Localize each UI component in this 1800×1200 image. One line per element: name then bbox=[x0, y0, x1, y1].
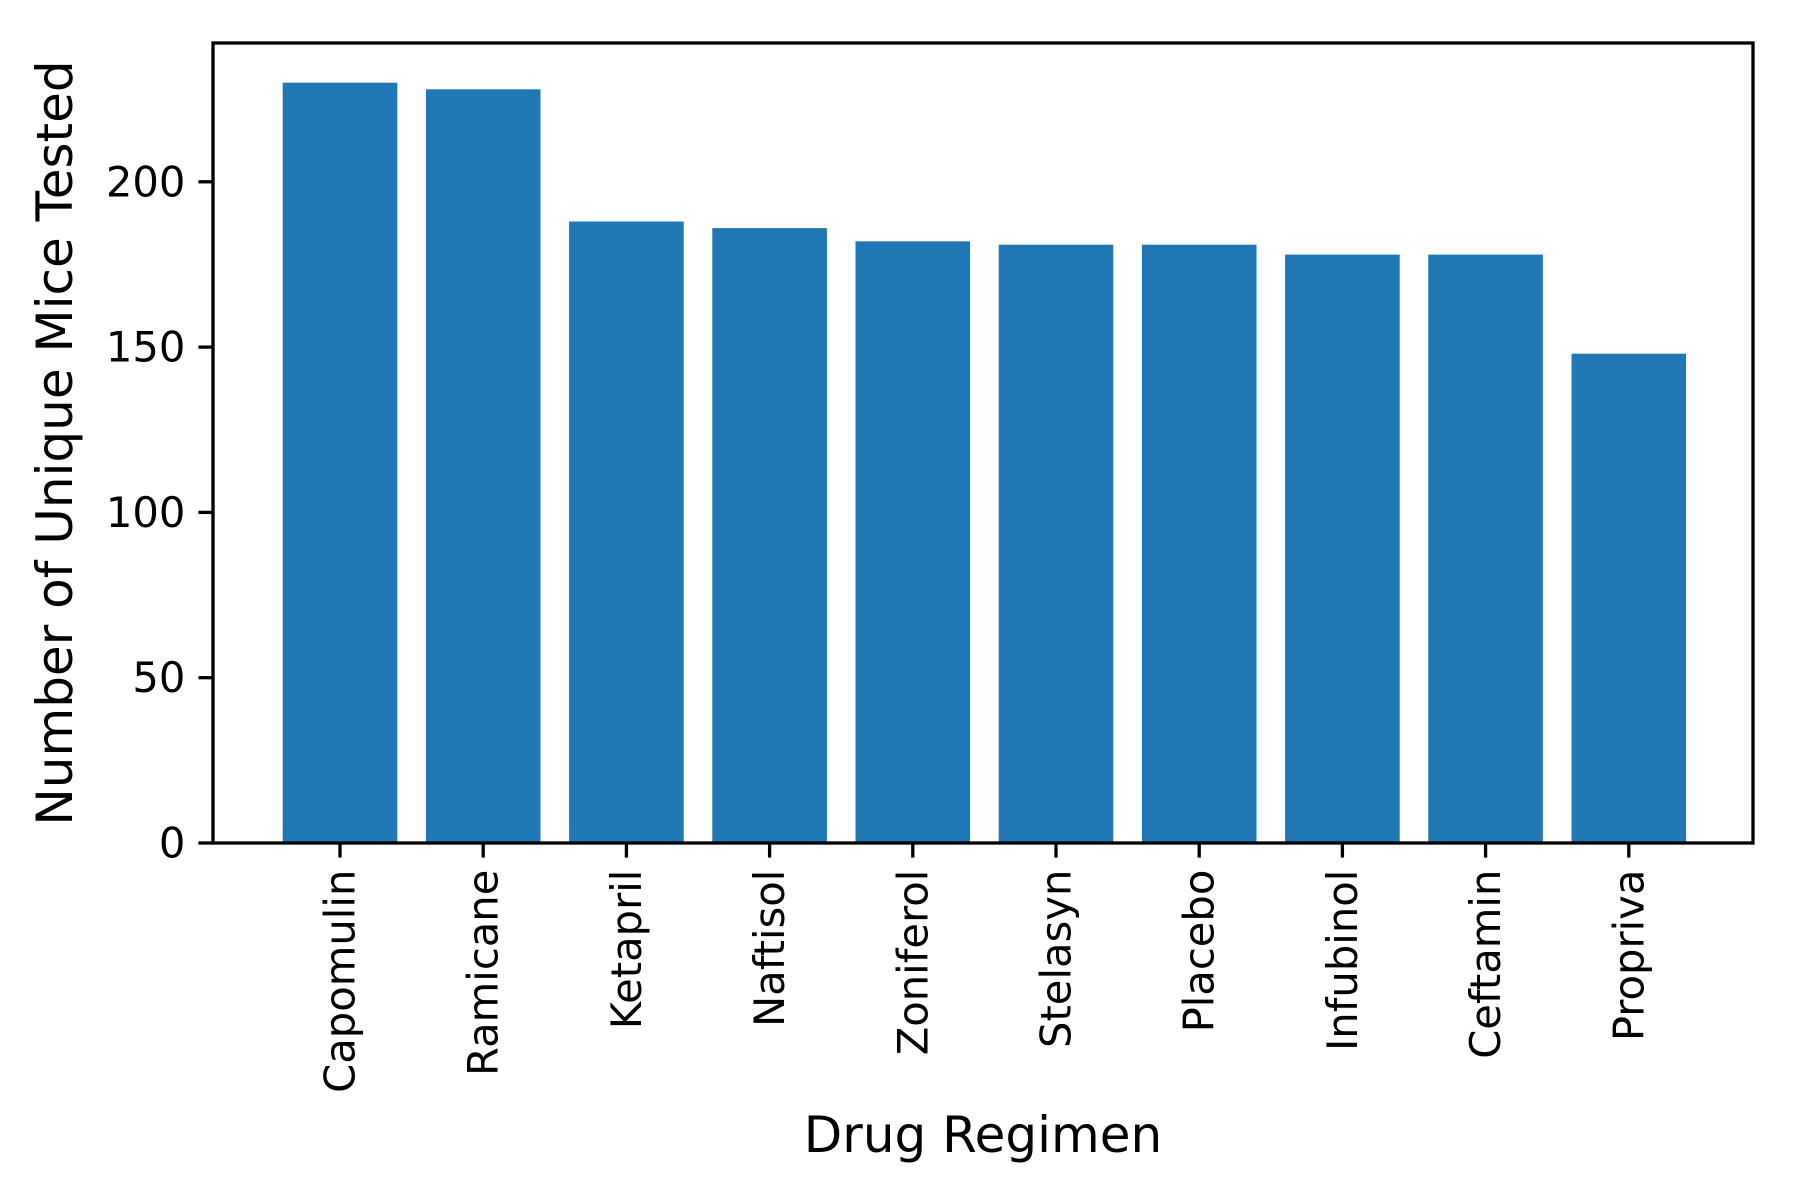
y-axis-ticks: 0 50 100 150 200 bbox=[106, 157, 213, 868]
y-axis-title: Number of Unique Mice Tested bbox=[26, 60, 84, 825]
plot-area-border bbox=[211, 41, 1755, 845]
bar-naftisol bbox=[712, 228, 827, 844]
x-axis-title: Drug Regimen bbox=[804, 1106, 1162, 1164]
y-tick-label: 50 bbox=[132, 653, 185, 702]
y-tick-label: 0 bbox=[159, 819, 186, 868]
y-tick-label: 100 bbox=[106, 488, 186, 537]
bar-stelasyn bbox=[998, 244, 1114, 843]
bar-ramicane bbox=[425, 89, 541, 844]
x-tick-label-propriva: Propriva bbox=[1604, 870, 1653, 1042]
bars-group bbox=[282, 82, 1687, 844]
x-tick-label-ramicane: Ramicane bbox=[459, 870, 508, 1076]
x-tick-label-ceftamin: Ceftamin bbox=[1461, 870, 1510, 1059]
x-tick-label-infubinol: Infubinol bbox=[1318, 870, 1367, 1051]
x-tick-label-naftisol: Naftisol bbox=[745, 870, 794, 1027]
x-tick-label-stelasyn: Stelasyn bbox=[1032, 870, 1081, 1048]
bar-ceftamin bbox=[1428, 254, 1543, 844]
x-tick-label-placebo: Placebo bbox=[1175, 870, 1224, 1033]
bar-capomulin bbox=[282, 82, 398, 843]
bar-placebo bbox=[1141, 244, 1257, 843]
bar-ketapril bbox=[569, 221, 684, 843]
bar-infubinol bbox=[1285, 254, 1400, 844]
x-tick-label-ketapril: Ketapril bbox=[602, 870, 651, 1030]
x-tick-label-capomulin: Capomulin bbox=[316, 870, 365, 1093]
x-tick-label-zoniferol: Zoniferol bbox=[888, 870, 937, 1056]
bar-propriva bbox=[1571, 353, 1687, 843]
y-tick-label: 150 bbox=[106, 323, 186, 372]
bar-zoniferol bbox=[855, 241, 971, 844]
x-axis-ticks: Capomulin Ramicane Ketapril Naftisol Zonifer… bbox=[316, 843, 1653, 1093]
y-tick-label: 200 bbox=[106, 157, 186, 206]
